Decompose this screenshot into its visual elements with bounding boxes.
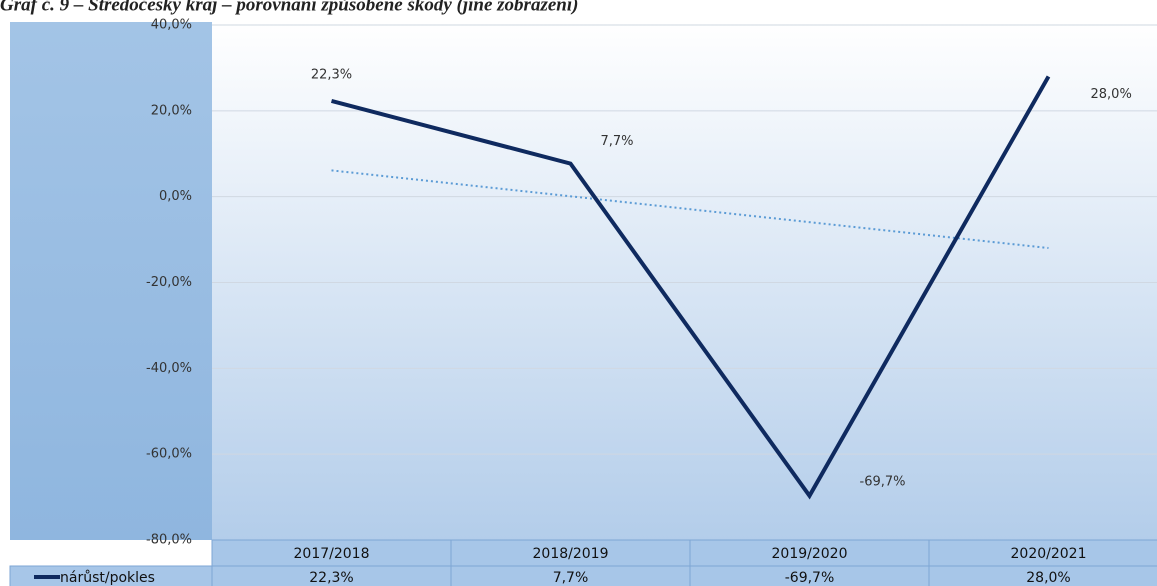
data-label: 28,0% bbox=[1091, 87, 1132, 102]
line-series bbox=[330, 75, 1051, 500]
legend-label: nárůst/pokles bbox=[60, 570, 155, 586]
data-label: -69,7% bbox=[860, 474, 906, 489]
table-value: -69,7% bbox=[785, 570, 835, 586]
table-cell bbox=[689, 539, 930, 567]
table-value: 28,0% bbox=[1026, 570, 1070, 586]
table-cell bbox=[928, 565, 1157, 586]
chart-title: Graf č. 9 – Středočeský kraj – porovnání… bbox=[0, 0, 578, 15]
data-label: 7,7% bbox=[601, 134, 634, 149]
table-value: 7,7% bbox=[553, 570, 589, 586]
table-value: 22,3% bbox=[309, 570, 353, 586]
y-tick-label: 40,0% bbox=[151, 18, 192, 33]
y-tick-label: 0,0% bbox=[159, 189, 192, 204]
table-cell bbox=[928, 539, 1157, 567]
y-tick-label: -60,0% bbox=[146, 447, 192, 462]
plot-area bbox=[212, 22, 1157, 540]
x-tick-label: 2018/2019 bbox=[533, 546, 609, 562]
plot: -80,0% -60,0% -40,0% -20,0% 0,0% 20,0% 40,0% 22… bbox=[9, 18, 1157, 586]
x-tick-label: 2017/2018 bbox=[294, 546, 370, 562]
table-cell bbox=[9, 565, 213, 586]
y-tick-label: -80,0% bbox=[146, 533, 192, 548]
table-cell bbox=[211, 539, 452, 567]
y-tick-label: -40,0% bbox=[146, 361, 192, 376]
trendline bbox=[331, 169, 1049, 250]
axis-panel bbox=[10, 22, 212, 540]
x-tick-label: 2019/2020 bbox=[772, 546, 848, 562]
y-tick-label: 20,0% bbox=[151, 103, 192, 118]
y-tick-label: -20,0% bbox=[146, 275, 192, 290]
x-tick-label: 2020/2021 bbox=[1011, 546, 1087, 562]
data-label: 22,3% bbox=[311, 67, 352, 82]
